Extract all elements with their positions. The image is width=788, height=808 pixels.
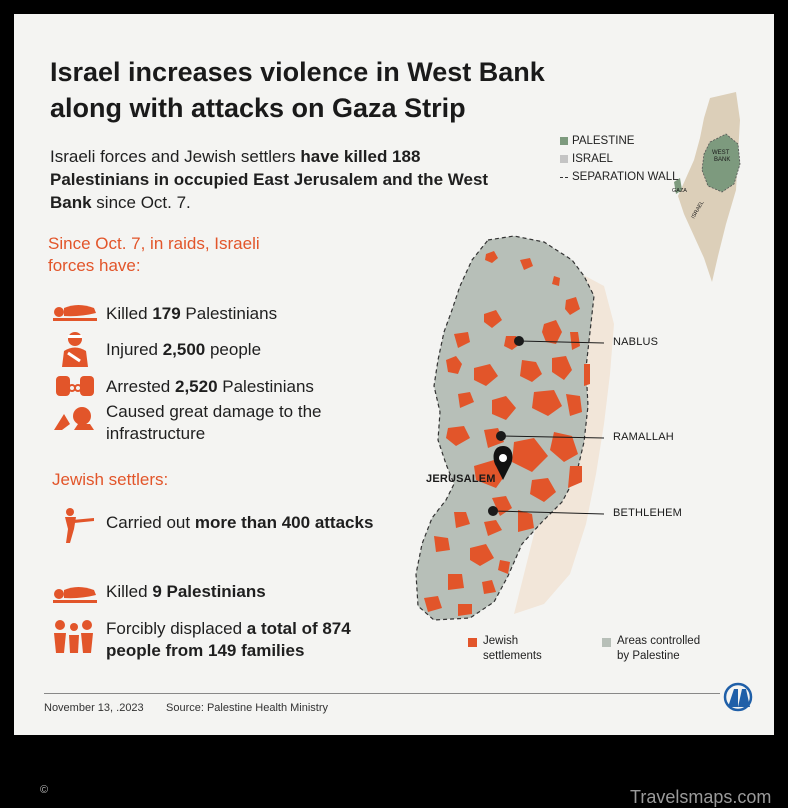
city-label-jerusalem: JERUSALEM bbox=[426, 473, 496, 485]
settlers-heading: Jewish settlers: bbox=[52, 470, 169, 489]
inset-label-bank: BANK bbox=[714, 157, 730, 163]
fallen-person-icon bbox=[53, 305, 97, 321]
displaced-family-icon bbox=[54, 620, 93, 653]
anadolu-agency-logo-icon bbox=[723, 682, 753, 712]
injured-person-icon bbox=[62, 332, 88, 367]
handcuffs-icon bbox=[56, 376, 94, 396]
stat-row-killed: Killed 179 Palestinians bbox=[50, 294, 410, 334]
ramallah-leader-line bbox=[500, 435, 605, 439]
stat-text: Killed 9 Palestinians bbox=[106, 582, 266, 601]
site-watermark: Travelsmaps.com bbox=[630, 787, 772, 807]
regional-inset-map bbox=[674, 92, 741, 282]
rubble-icon bbox=[54, 407, 94, 430]
fallen-person-icon bbox=[53, 587, 97, 603]
stat-text: Carried out more than 400 attacks bbox=[106, 513, 374, 532]
city-label-ramallah: RAMALLAH bbox=[613, 431, 674, 443]
ramallah-marker bbox=[496, 431, 506, 441]
stat-row-displaced: Forcibly displaced a total of 874 people… bbox=[50, 617, 410, 660]
nablus-marker bbox=[514, 336, 524, 346]
separation-wall-line bbox=[415, 235, 595, 621]
legend-settlements: Jewish settlements bbox=[468, 634, 542, 664]
footer-date: November 13, .2023 bbox=[44, 702, 144, 714]
inset-label-west: WEST bbox=[712, 150, 730, 156]
stat-row-settler-killed: Killed 9 Palestinians bbox=[50, 576, 410, 616]
legend-palestine: PALESTINE bbox=[560, 132, 679, 150]
intro-paragraph: Israeli forces and Jewish settlers have … bbox=[50, 147, 489, 212]
title-line-1: Israel increases violence in West Bank bbox=[50, 57, 545, 87]
stat-text: Arrested 2,520 Palestinians bbox=[106, 377, 314, 396]
inset-label-gaza: GAZA bbox=[672, 188, 687, 194]
title-line-2: along with attacks on Gaza Strip bbox=[50, 93, 466, 123]
west-bank-map: WEST BANK GAZA ISRAEL bbox=[415, 92, 741, 621]
stat-text: Injured 2,500 people bbox=[106, 340, 262, 359]
bethlehem-marker bbox=[488, 506, 498, 516]
legend-palestine-areas: Areas controlled by Palestine bbox=[602, 634, 700, 664]
footer-source: Source: Palestine Health Ministry bbox=[166, 702, 329, 714]
raids-heading: Since Oct. 7, in raids, Israeli forces h… bbox=[48, 234, 260, 275]
stat-text: Caused great damage to the infrastructur… bbox=[106, 402, 322, 443]
inset-legend: PALESTINE ISRAEL SEPARATION WALL bbox=[560, 132, 679, 186]
legend-separation-wall: SEPARATION WALL bbox=[560, 168, 679, 186]
infographic-card: Israel increases violence in West Bank a… bbox=[14, 14, 774, 735]
stat-text: Killed 179 Palestinians bbox=[106, 304, 278, 323]
stat-row-attacks: Carried out more than 400 attacks bbox=[50, 507, 410, 547]
infographic-title: Israel increases violence in West Bank a… bbox=[50, 54, 610, 126]
city-label-nablus: NABLUS bbox=[613, 336, 659, 348]
bethlehem-leader-line bbox=[492, 510, 605, 515]
copyright-mark: © bbox=[40, 784, 49, 796]
legend-israel: ISRAEL bbox=[560, 150, 679, 168]
nablus-leader-line bbox=[518, 340, 605, 344]
stat-row-injured: Injured 2,500 people bbox=[50, 329, 410, 369]
gunman-icon bbox=[65, 508, 94, 543]
jerusalem-pin-icon bbox=[493, 446, 513, 480]
city-label-bethlehem: BETHLEHEM bbox=[613, 507, 683, 519]
stat-text: Forcibly displaced a total of 874 people… bbox=[106, 619, 351, 660]
stat-row-damage: Caused great damage to the infrastructur… bbox=[50, 400, 410, 443]
stat-row-arrested: Arrested 2,520 Palestinians bbox=[50, 366, 410, 406]
footer-divider bbox=[44, 693, 720, 694]
